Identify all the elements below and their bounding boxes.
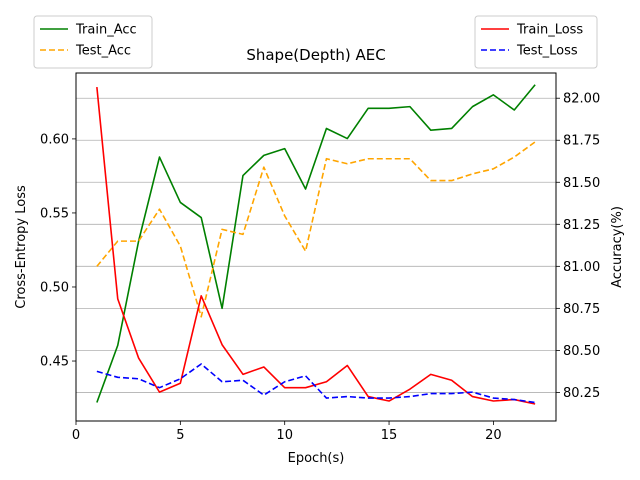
series-line-test-loss: [96, 363, 536, 404]
plot-frame: [75, 72, 557, 422]
grid-lines: [76, 97, 556, 393]
y-right-tick-label: 80.50: [563, 344, 600, 359]
y-right-tick-label: 81.50: [563, 176, 600, 191]
y-right-tick-label: 81.25: [563, 218, 600, 233]
y-right-tick-label: 80.25: [563, 386, 600, 401]
y-left-axis-label: Cross-Entropy Loss: [14, 185, 29, 309]
y-right-axis-ticks: 80.25 80.50 80.75 81.00 81.25 81.50 81.75 82.00: [556, 92, 600, 401]
y-left-tick-label: 0.50: [40, 280, 69, 295]
series-lines: [96, 84, 536, 405]
legend-label: Test_Acc: [75, 44, 131, 59]
series-line-test-acc: [96, 141, 536, 318]
series-line-train-acc: [96, 84, 536, 403]
legend-label: Train_Acc: [75, 23, 137, 38]
x-tick-label: 5: [176, 428, 184, 443]
legend-label: Test_Loss: [516, 44, 578, 59]
y-left-tick-label: 0.60: [40, 132, 69, 147]
y-right-tick-label: 82.00: [563, 92, 600, 107]
x-axis-ticks: 0 5 10 15 20: [72, 421, 502, 443]
x-axis-label: Epoch(s): [288, 451, 345, 466]
y-right-tick-label: 80.75: [563, 302, 600, 317]
x-tick-label: 20: [485, 428, 502, 443]
x-tick-label: 10: [276, 428, 293, 443]
legend-label: Train_Loss: [516, 23, 583, 38]
y-right-tick-label: 81.75: [563, 134, 600, 149]
x-tick-label: 0: [72, 428, 80, 443]
y-left-tick-label: 0.55: [40, 206, 69, 221]
legend-top-right: Train_Loss Test_Loss: [474, 15, 598, 69]
legend-top-left: Train_Acc Test_Acc: [33, 15, 153, 69]
chart-title: Shape(Depth) AEC: [246, 46, 385, 64]
y-right-axis-label: Accuracy(%): [610, 206, 625, 288]
series-line-train-loss: [96, 86, 536, 405]
x-tick-label: 15: [381, 428, 398, 443]
y-right-tick-label: 81.00: [563, 260, 600, 275]
y-left-tick-label: 0.45: [40, 355, 69, 370]
y-left-axis-ticks: 0.45 0.50 0.55 0.60: [40, 132, 76, 370]
